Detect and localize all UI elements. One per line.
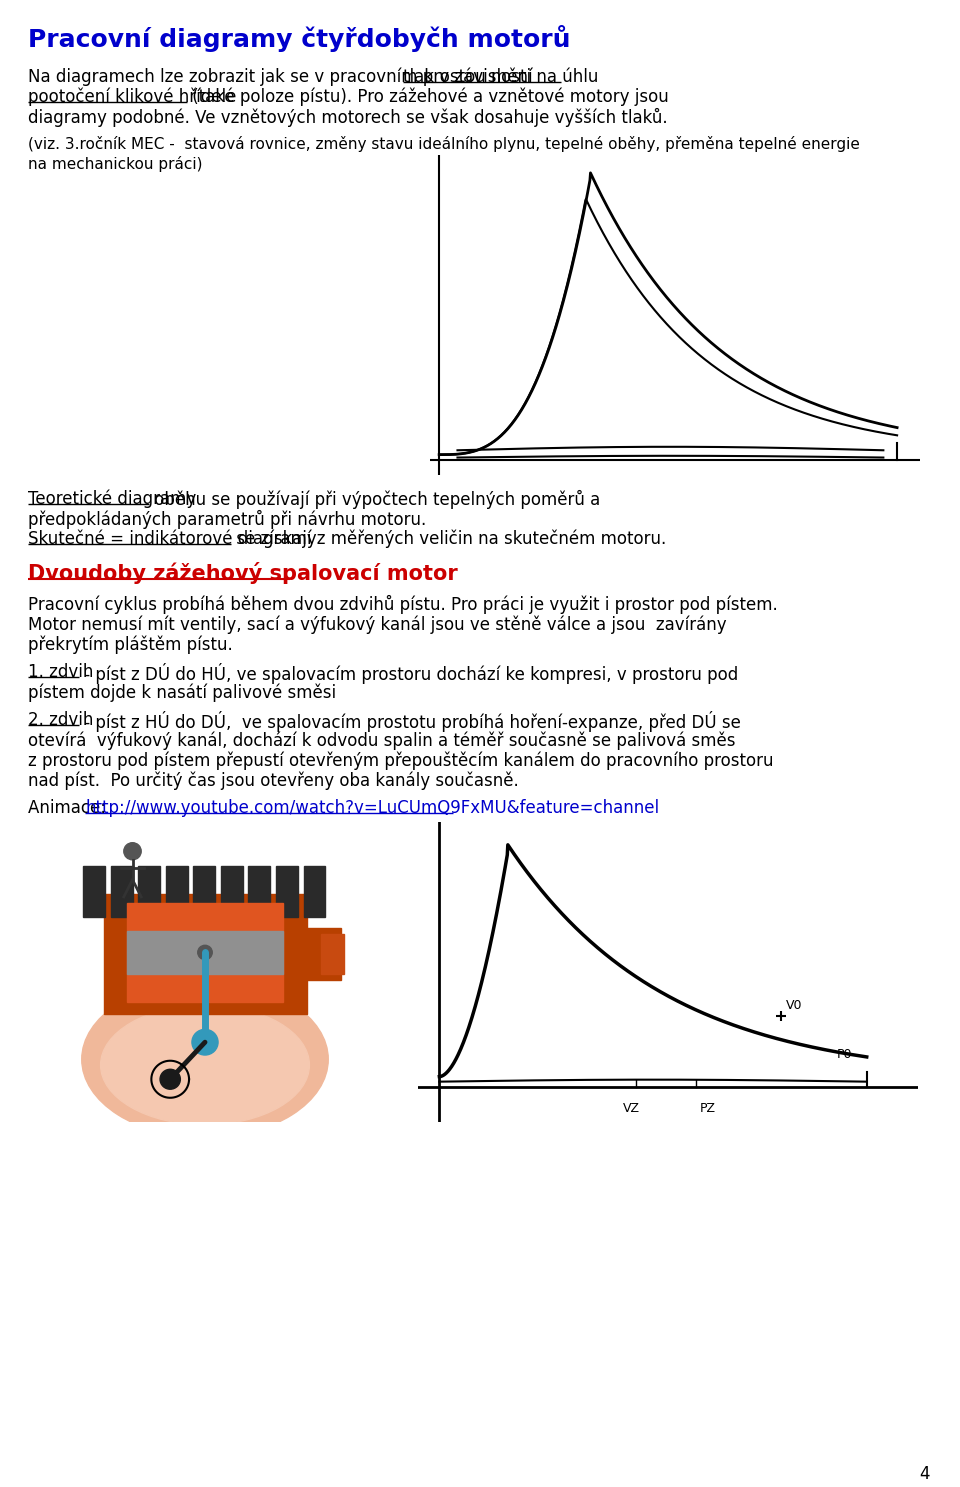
Text: V0: V0 [785,999,802,1013]
Text: Na diagramech lze zobrazit jak se v pracovním prostou mění: Na diagramech lze zobrazit jak se v prac… [28,68,538,86]
Text: na mechanickou práci): na mechanickou práci) [28,156,203,172]
Bar [303,865,325,917]
Bar [193,865,215,917]
Text: (také poloze pístu). Pro zážehové a vznětové motory jsou: (také poloze pístu). Pro zážehové a vzně… [187,88,668,107]
Text: 2. zdvih: 2. zdvih [28,711,93,729]
Bar [306,928,342,980]
Text: pístem dojde k nasátí palivové směsi: pístem dojde k nasátí palivové směsi [28,683,336,702]
Bar [138,865,160,917]
Text: - píst z HÚ do DÚ,  ve spalovacím prostotu probíhá hoření-expanze, před DÚ se: - píst z HÚ do DÚ, ve spalovacím prostot… [79,711,741,732]
Text: Pracovní cyklus probíhá během dvou zdvihů pístu. Pro práci je využit i prostor p: Pracovní cyklus probíhá během dvou zdvih… [28,595,778,614]
Circle shape [198,946,212,959]
Text: Animace:: Animace: [28,799,111,816]
Circle shape [124,843,141,859]
Text: http://www.youtube.com/watch?v=LuCUmQ9FxMU&feature=channel: http://www.youtube.com/watch?v=LuCUmQ9Fx… [85,799,660,816]
Text: 4: 4 [920,1465,930,1483]
Bar [249,865,271,917]
Bar [321,934,345,974]
Text: předpokládaných parametrů při návrhu motoru.: předpokládaných parametrů při návrhu mot… [28,510,426,529]
Bar [276,865,298,917]
Circle shape [160,1069,180,1088]
Text: oběhu se používají při výpočtech tepelných poměrů a: oběhu se používají při výpočtech tepelný… [149,491,600,509]
Bar [104,894,306,1014]
Ellipse shape [101,1005,309,1124]
Text: VZ: VZ [623,1102,640,1115]
Text: Skutečné = indikátorové diagramy: Skutečné = indikátorové diagramy [28,529,317,549]
Text: z prostoru pod pístem přepustí otevřeným přepouštěcím kanálem do pracovního pros: z prostoru pod pístem přepustí otevřeným… [28,751,774,769]
Text: Dvoudoby zážehový spalovací motor: Dvoudoby zážehový spalovací motor [28,562,458,584]
Text: tlak v závislosti na úhlu: tlak v závislosti na úhlu [402,68,598,86]
Text: diagramy podobné. Ve vznětových motorech se však dosahuje vyšších tlaků.: diagramy podobné. Ve vznětových motorech… [28,109,667,126]
Bar [221,865,243,917]
Circle shape [192,1029,218,1054]
Text: překrytím pláštěm pístu.: překrytím pláštěm pístu. [28,635,232,653]
Text: se získají z měřených veličin na skutečném motoru.: se získají z měřených veličin na skutečn… [231,529,666,549]
Text: pootоčení klikové hřídele: pootоčení klikové hřídele [28,88,236,107]
Text: - píst z DÚ do HÚ, ve spalovacím prostoru dochází ke kompresi, v prostoru pod: - píst z DÚ do HÚ, ve spalovacím prostor… [79,663,738,684]
Text: nad píst.  Po určitý čas jsou otevřeny oba kanály současně.: nad píst. Po určitý čas jsou otevřeny ob… [28,770,518,790]
Bar [110,865,132,917]
Text: P0: P0 [837,1048,852,1062]
Text: (viz. 3.ročník MEC -  stavová rovnice, změny stavu ideálního plynu, tepelné oběh: (viz. 3.ročník MEC - stavová rovnice, zm… [28,135,860,152]
Bar [84,865,105,917]
Text: Teoretické diagramy: Teoretické diagramy [28,491,196,509]
Text: Motor nemusí mít ventily, sací a výfukový kanál jsou ve stěně válce a jsou  zaví: Motor nemusí mít ventily, sací a výfukov… [28,616,727,633]
Text: Pracovní diagramy čtyřdobyčh motorů: Pracovní diagramy čtyřdobyčh motorů [28,25,570,52]
Ellipse shape [82,981,328,1138]
Bar [127,903,283,1002]
Bar [127,931,283,974]
Text: 1. zdvih: 1. zdvih [28,663,93,681]
Text: otevírá  výfukový kanál, dochází k odvodu spalin a téměř současně se palivová sm: otevírá výfukový kanál, dochází k odvodu… [28,732,735,749]
Text: PZ: PZ [700,1102,716,1115]
Bar [166,865,187,917]
